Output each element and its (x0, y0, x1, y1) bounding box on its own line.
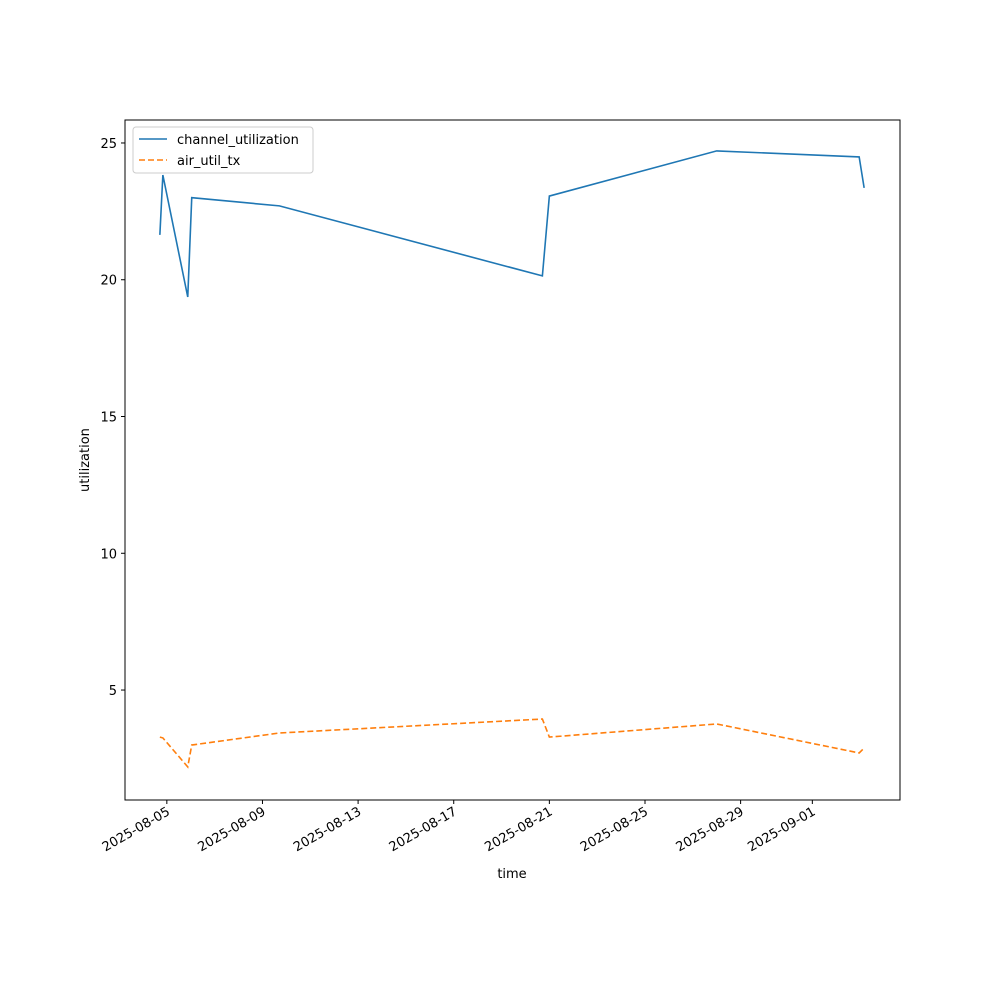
axes-frame (124, 119, 901, 801)
x-tick-label: 2025-08-17 (387, 804, 460, 855)
y-tick-label: 20 (100, 274, 117, 289)
x-tick-label: 2025-08-13 (291, 804, 364, 855)
x-tick-label: 2025-08-21 (482, 804, 555, 855)
y-tick-label: 25 (100, 137, 117, 152)
y-axis-label: utilization (78, 428, 93, 492)
y-tick-label: 15 (100, 411, 117, 426)
x-tick-label: 2025-08-29 (674, 804, 747, 855)
y-tick-label: 10 (100, 547, 117, 562)
x-tick-label: 2025-08-09 (196, 804, 269, 855)
line-series (159, 150, 865, 298)
x-tick-label: 2025-08-25 (578, 804, 651, 855)
y-tick-label: 5 (109, 684, 117, 699)
legend-label: air_util_tx (177, 154, 241, 169)
x-axis-label: time (497, 867, 526, 882)
legend-box (132, 126, 314, 174)
line-series (159, 718, 865, 769)
x-tick-label: 2025-09-01 (745, 804, 818, 855)
x-tick-label: 2025-08-05 (100, 804, 173, 855)
legend-label: channel_utilization (177, 133, 299, 148)
